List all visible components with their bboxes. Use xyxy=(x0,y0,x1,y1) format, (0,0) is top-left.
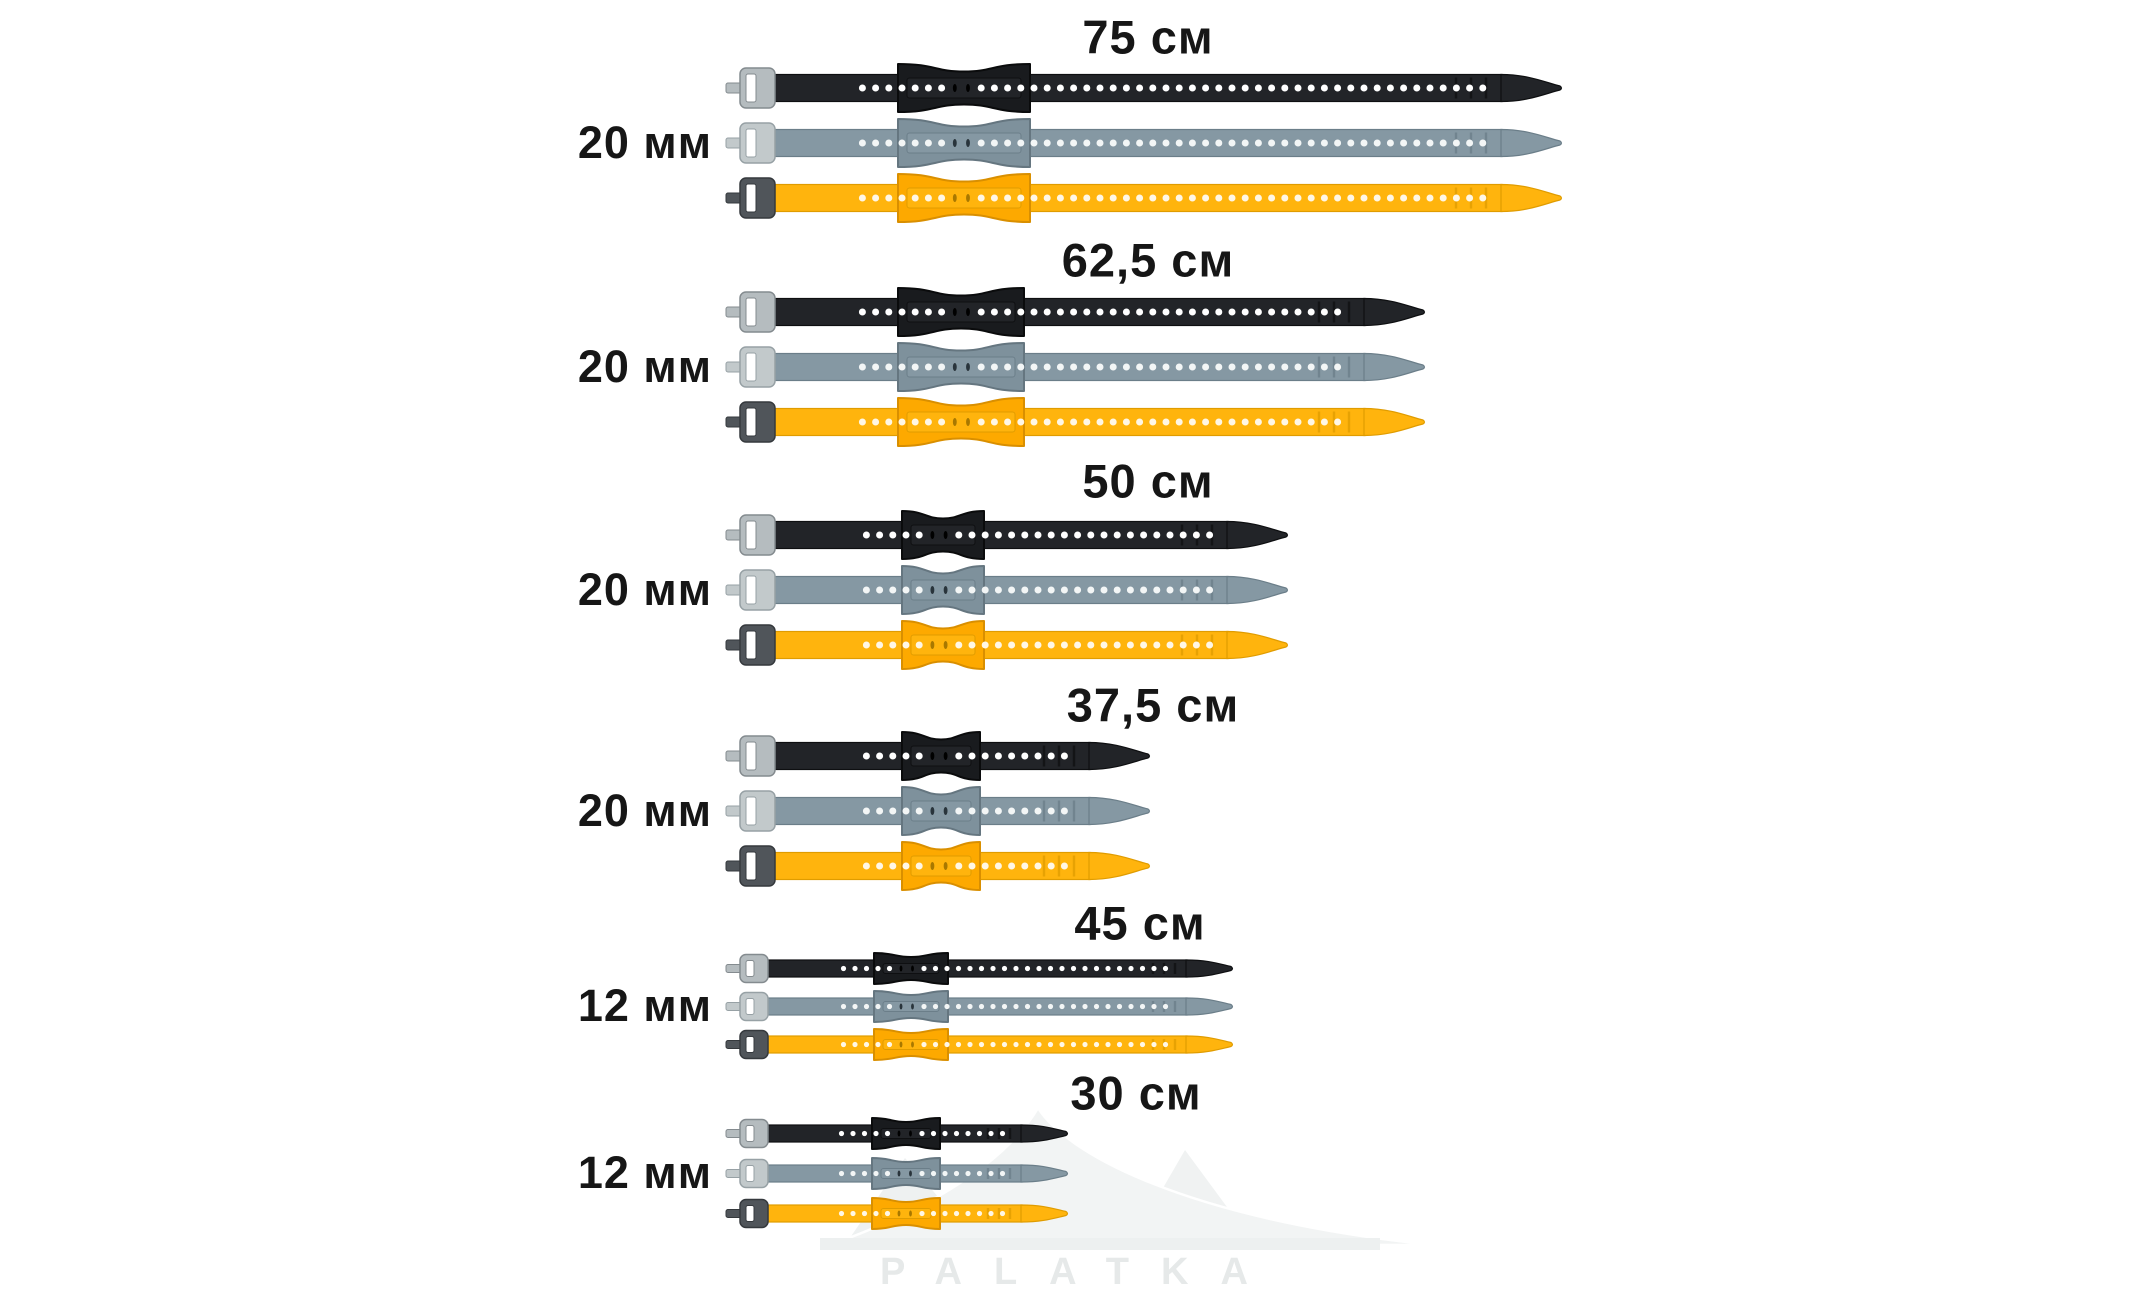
strap-gray-50cm-20mm xyxy=(725,565,1289,615)
width-label-20mm-group1: 20 мм xyxy=(577,117,712,168)
group-title-30cm: 30 см xyxy=(1070,1066,1202,1120)
width-label-20mm-group3: 20 мм xyxy=(577,564,712,615)
strap-gray-62.5cm-20mm xyxy=(725,342,1426,392)
group-title-75cm: 75 см xyxy=(1082,10,1214,64)
strap-black-75cm-20mm xyxy=(725,63,1563,113)
watermark-base-band xyxy=(820,1238,1380,1250)
strap-black-37.5cm-20mm xyxy=(725,731,1151,781)
group-title-50cm: 50 см xyxy=(1082,454,1214,508)
strap-black-45cm-12mm xyxy=(725,951,1234,985)
strap-yellow-75cm-20mm xyxy=(725,173,1563,223)
strap-yellow-45cm-12mm xyxy=(725,1027,1234,1061)
group-title-45cm: 45 см xyxy=(1074,896,1206,950)
strap-yellow-62.5cm-20mm xyxy=(725,397,1426,447)
width-label-20mm-group4: 20 мм xyxy=(577,785,712,836)
strap-black-30cm-12mm xyxy=(725,1116,1069,1150)
width-label-12mm-group6: 12 мм xyxy=(577,1147,712,1198)
strap-gray-75cm-20mm xyxy=(725,118,1563,168)
strap-gray-45cm-12mm xyxy=(725,989,1234,1023)
strap-black-62.5cm-20mm xyxy=(725,287,1426,337)
strap-gray-37.5cm-20mm xyxy=(725,786,1151,836)
width-label-20mm-group2: 20 мм xyxy=(577,341,712,392)
strap-yellow-30cm-12mm xyxy=(725,1196,1069,1230)
strap-black-50cm-20mm xyxy=(725,510,1289,560)
group-title-62-5cm: 62,5 см xyxy=(1061,233,1235,287)
watermark-brand-text: PALATKA xyxy=(880,1251,1280,1293)
group-title-37-5cm: 37,5 см xyxy=(1066,678,1240,732)
width-label-12mm-group5: 12 мм xyxy=(577,980,712,1031)
strap-yellow-50cm-20mm xyxy=(725,620,1289,670)
strap-yellow-37.5cm-20mm xyxy=(725,841,1151,891)
strap-gray-30cm-12mm xyxy=(725,1156,1069,1190)
